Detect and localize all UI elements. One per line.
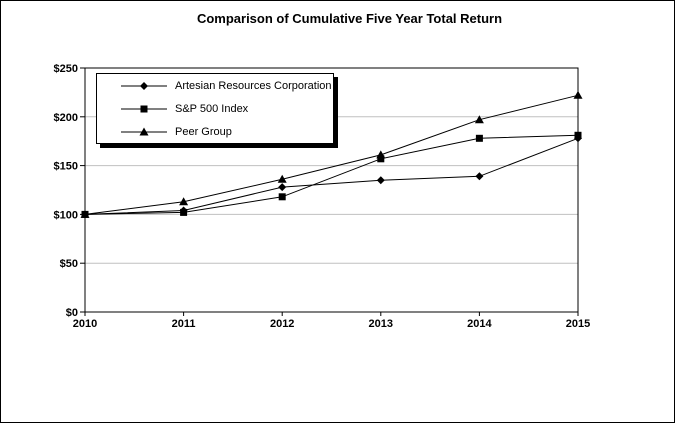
legend-label: Artesian Resources Corporation [175, 79, 332, 92]
diamond-marker [475, 172, 484, 181]
plot-border [84, 67, 579, 313]
square-legend-icon [121, 105, 167, 112]
triangle-marker [277, 174, 287, 183]
triangle-marker [474, 115, 484, 124]
legend-label: S&P 500 Index [175, 102, 249, 115]
square-marker [180, 208, 188, 216]
series-line [84, 137, 579, 215]
diamond-marker [278, 183, 287, 192]
series-line [84, 94, 579, 215]
x-tick-label: 2014 [467, 318, 492, 330]
diamond-marker [140, 81, 148, 90]
y-tick-label: $100 [54, 209, 78, 221]
square-marker [574, 131, 582, 139]
series-diamond [81, 134, 582, 219]
legend-item: S&P 500 Index [97, 97, 333, 120]
legend: Artesian Resources Corporation S&P 500 In… [96, 73, 334, 144]
triangle-legend-icon [121, 127, 167, 135]
square-marker [475, 134, 483, 142]
legend-item: Peer Group [97, 120, 333, 143]
x-tick-label: 2010 [73, 318, 97, 330]
y-tick-label: $0 [66, 307, 78, 319]
y-tick-label: $250 [54, 63, 78, 75]
legend-item: Artesian Resources Corporation [97, 74, 333, 97]
x-tick-label: 2015 [566, 318, 590, 330]
square-marker [278, 193, 286, 201]
series-line [84, 134, 579, 215]
triangle-marker [139, 127, 149, 135]
triangle-marker [80, 209, 90, 218]
y-tick-label: $200 [54, 112, 78, 124]
square-marker [377, 155, 385, 163]
square-marker [140, 105, 148, 112]
y-tick-label: $150 [54, 161, 78, 173]
y-tick-label: $50 [60, 258, 78, 270]
triangle-marker [573, 90, 583, 99]
x-tick-label: 2013 [369, 318, 393, 330]
triangle-marker [179, 197, 189, 206]
series-triangle [80, 90, 583, 218]
x-tick-label: 2011 [172, 318, 196, 330]
legend-label: Peer Group [175, 125, 232, 138]
triangle-marker [376, 150, 386, 159]
chart-title: Comparison of Cumulative Five Year Total… [196, 11, 503, 26]
diamond-marker [376, 176, 385, 185]
diamond-legend-icon [121, 81, 167, 90]
x-tick-label: 2012 [270, 318, 294, 330]
